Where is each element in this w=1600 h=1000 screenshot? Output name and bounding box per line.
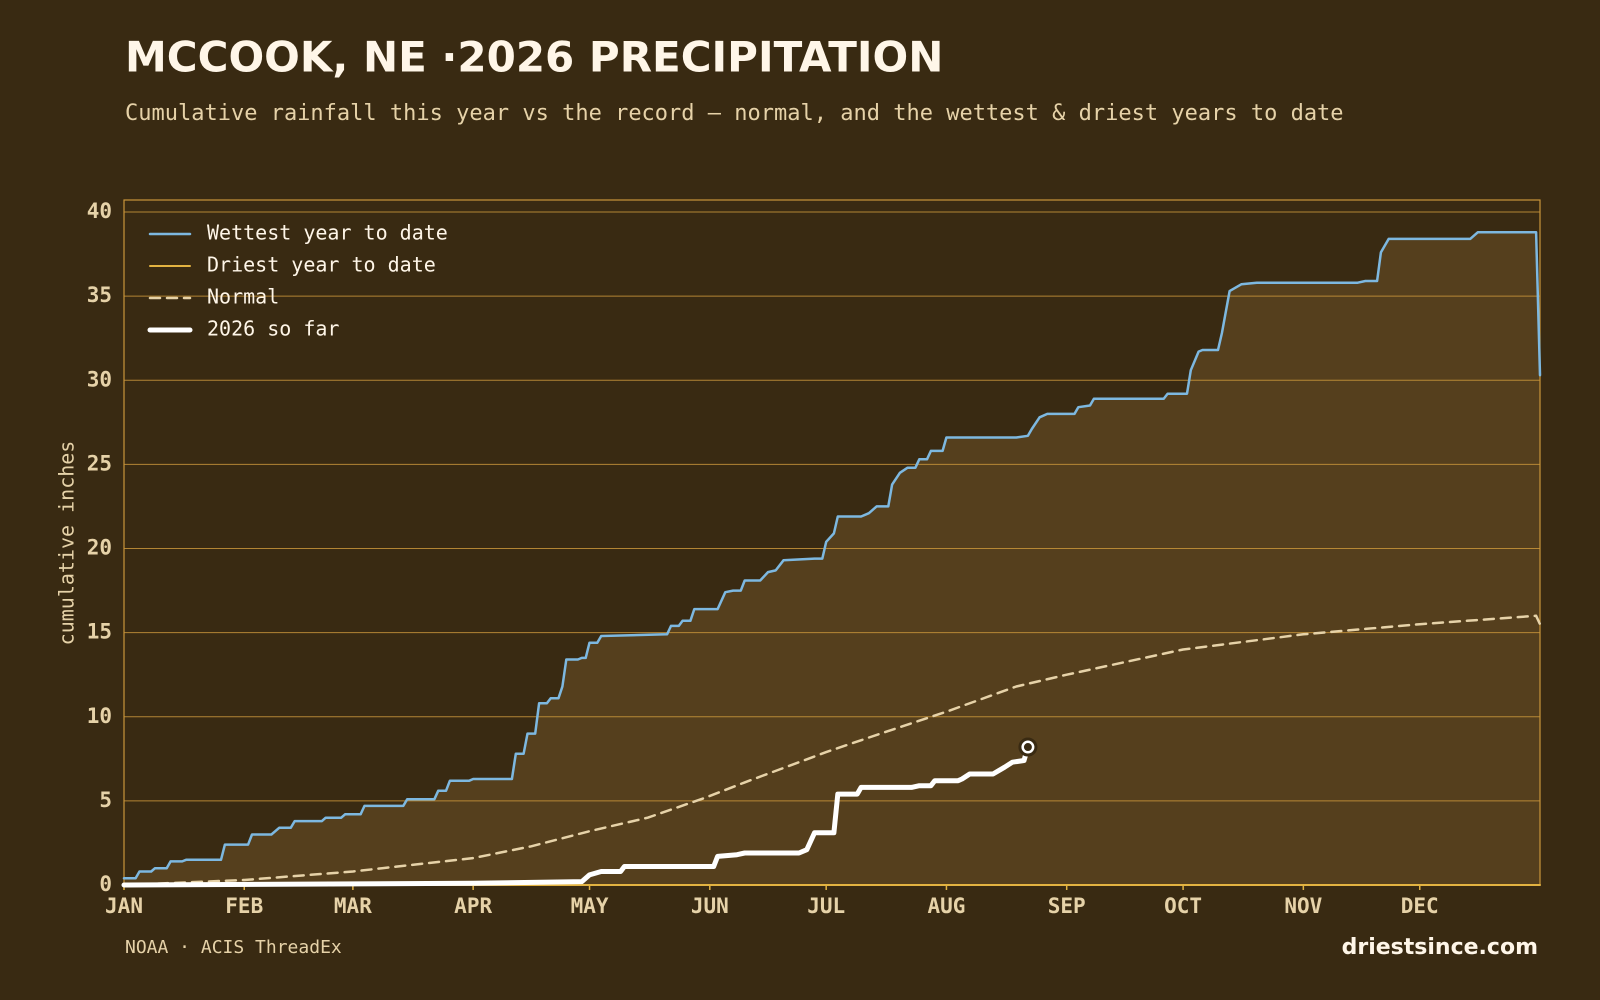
x-tick-label: JAN	[105, 894, 143, 918]
series-area	[124, 232, 1540, 885]
x-tick-label: SEP	[1048, 894, 1086, 918]
x-tick-label: JUN	[691, 894, 729, 918]
x-tick-label: OCT	[1164, 894, 1202, 918]
x-tick-label: FEB	[225, 894, 263, 918]
x-tick-label: MAY	[571, 894, 609, 918]
series-line	[121, 744, 1031, 888]
legend-label: Driest year to date	[207, 253, 436, 277]
y-tick-label: 30	[87, 367, 112, 391]
y-tick-label: 40	[87, 199, 112, 223]
legend-label: Normal	[207, 285, 279, 309]
y-tick-label: 10	[87, 704, 112, 728]
series-line	[122, 230, 1542, 880]
y-tick-label: 15	[87, 620, 112, 644]
x-tick-label: DEC	[1401, 894, 1439, 918]
y-tick-label: 20	[87, 536, 112, 560]
end-marker-dot	[1023, 743, 1032, 752]
y-tick-label: 25	[87, 451, 112, 475]
x-tick-label: MAR	[334, 894, 372, 918]
y-tick-label: 35	[87, 283, 112, 307]
legend-label: Wettest year to date	[207, 221, 448, 245]
x-tick-label: NOV	[1284, 894, 1322, 918]
chart-title: MCCOOK, NE ·2026 PRECIPITATION	[125, 33, 943, 82]
x-tick-label: APR	[454, 894, 492, 918]
series-line	[122, 614, 1542, 887]
y-tick-label: 0	[99, 872, 112, 896]
y-tick-label: 5	[99, 788, 112, 812]
x-tick-label: AUG	[927, 894, 965, 918]
legend-label: 2026 so far	[207, 317, 339, 341]
x-tick-label: JUL	[807, 894, 845, 918]
plot-area: 0 5 10 15 20 25 30 35 40 JAN FEB MAR APR MAY JUN JUL AUG…	[87, 199, 1542, 918]
brand: driestsince.com	[1342, 935, 1538, 960]
chart-subtitle: Cumulative rainfall this year vs the rec…	[125, 101, 1344, 126]
source: NOAA · ACIS ThreadEx	[125, 937, 342, 958]
y-axis-label: cumulative inches	[55, 441, 79, 646]
